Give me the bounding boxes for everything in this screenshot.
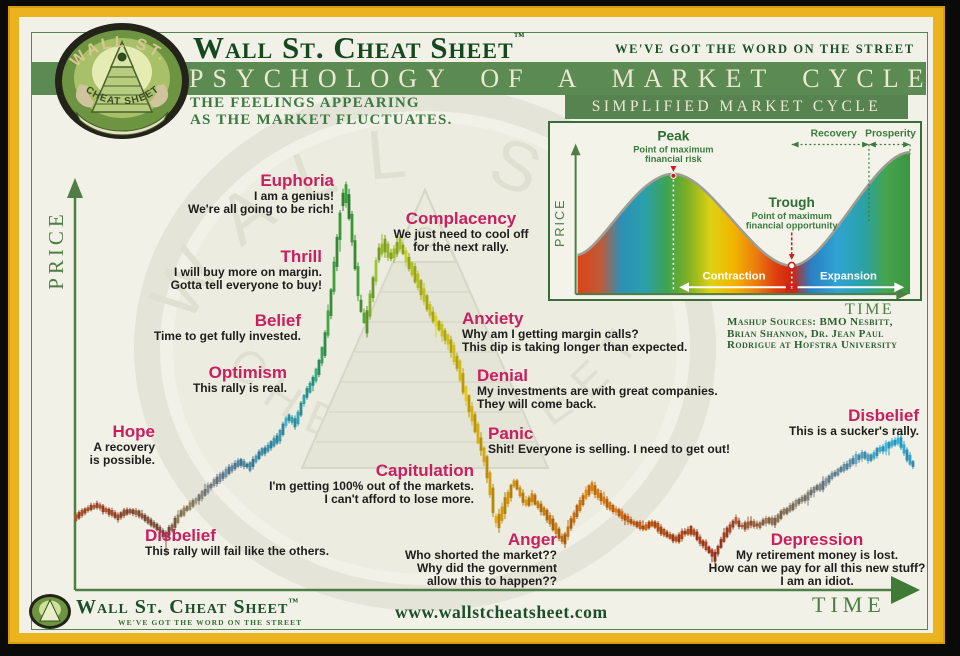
footer-logo [29, 594, 71, 629]
left-hand [75, 84, 94, 108]
mashup-sources: Mashup Sources: BMO Nesbitt, Brian Shann… [727, 316, 898, 352]
simplified-cycle-chart: PRICE Peak Point of maximum financial ri… [552, 129, 916, 300]
poster-subtitle: THE FEELINGS APPEARING AS THE MARKET FLU… [190, 95, 453, 128]
trough-label: Trough [769, 195, 815, 210]
brand-title: Wall St. Cheat Sheet™ [193, 30, 525, 66]
footer-url[interactable]: www.wallstcheatsheet.com [395, 602, 608, 622]
time-axis-label: TIME [812, 592, 886, 617]
footer-trademark: ™ [288, 597, 300, 608]
expansion-label: Expansion [820, 270, 877, 282]
wall-st-cheat-sheet-logo: WALL ST. CHEAT SHEET [55, 23, 189, 139]
trough-sub1: Point of maximum [752, 211, 832, 221]
peak-sub2: financial risk [645, 154, 702, 164]
sources-line3: Rodrigue at Hofstra University [727, 339, 898, 351]
inset-price-label: PRICE [552, 198, 567, 247]
footer-brand: Wall St. Cheat Sheet™ [76, 596, 299, 619]
brand-tagline: WE'VE GOT THE WORD ON THE STREET [615, 42, 915, 56]
price-axis-label: PRICE [44, 210, 68, 290]
brand-title-text: Wall St. Cheat Sheet [193, 30, 514, 65]
trough-arrow [788, 254, 795, 260]
recovery-guides [791, 143, 911, 221]
inset-price-arrow [570, 143, 581, 156]
recovery-label: Recovery [811, 129, 857, 140]
peak-arrow [670, 166, 677, 172]
peak-label: Peak [657, 129, 689, 144]
footer-brand-text: Wall St. Cheat Sheet [76, 596, 289, 618]
footer-tagline: WE'VE GOT THE WORD ON THE STREET [118, 618, 303, 627]
sources-line2: Brian Shannon, Dr. Jean Paul [727, 327, 884, 340]
poster-subtitle-line2: AS THE MARKET FLUCTUATES. [190, 111, 453, 128]
poster-subtitle-line1: THE FEELINGS APPEARING [190, 95, 420, 111]
simplified-market-cycle-panel: PRICE Peak Point of maximum financial ri… [548, 121, 922, 301]
inset-title-band: SIMPLIFIED MARKET CYCLE [565, 95, 908, 119]
prosperity-label: Prosperity [865, 129, 916, 140]
trademark-symbol: ™ [513, 31, 525, 43]
sources-line1: Mashup Sources: BMO Nesbitt, [727, 316, 893, 328]
inset-time-arrow [896, 288, 909, 300]
contraction-label: Contraction [702, 270, 765, 282]
peak-sub1: Point of maximum [633, 144, 713, 154]
inset-time-label: TIME [845, 301, 895, 318]
trough-sub2: financial opportunity [746, 221, 838, 231]
